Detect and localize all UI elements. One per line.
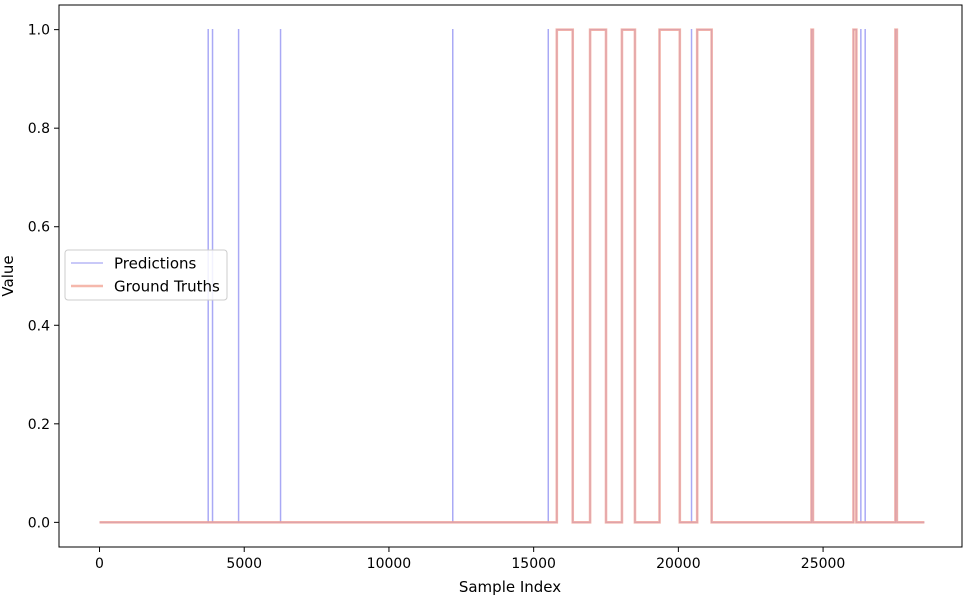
y-axis: 0.0 0.2 0.4 0.6 0.8 1.0 <box>28 23 59 531</box>
series-layer <box>99 28 925 524</box>
x-tick-label: 25000 <box>801 556 846 572</box>
y-tick-label: 0.6 <box>28 220 50 236</box>
x-tick-label: 10000 <box>367 556 412 572</box>
series-line-ground-truths <box>99 28 925 524</box>
x-tick-label: 0 <box>95 556 104 572</box>
plot-frame <box>58 4 963 548</box>
legend-label-predictions: Predictions <box>114 255 197 273</box>
x-tick-label: 5000 <box>226 556 262 572</box>
x-tick-label: 15000 <box>511 556 556 572</box>
y-tick-label: 0.2 <box>28 417 50 433</box>
legend-label-ground-truths: Ground Truths <box>114 278 220 296</box>
x-axis: 0 5000 10000 15000 20000 25000 <box>95 547 845 572</box>
legend: Predictions Ground Truths <box>64 249 228 301</box>
x-axis-label: Sample Index <box>459 578 561 596</box>
y-tick-label: 0.4 <box>28 318 50 334</box>
legend-box <box>64 249 228 301</box>
x-tick-label: 20000 <box>656 556 701 572</box>
y-tick-label: 0.0 <box>28 515 50 531</box>
y-axis-label: Value <box>0 255 17 296</box>
y-tick-label: 1.0 <box>28 23 50 39</box>
y-tick-label: 0.8 <box>28 121 50 137</box>
